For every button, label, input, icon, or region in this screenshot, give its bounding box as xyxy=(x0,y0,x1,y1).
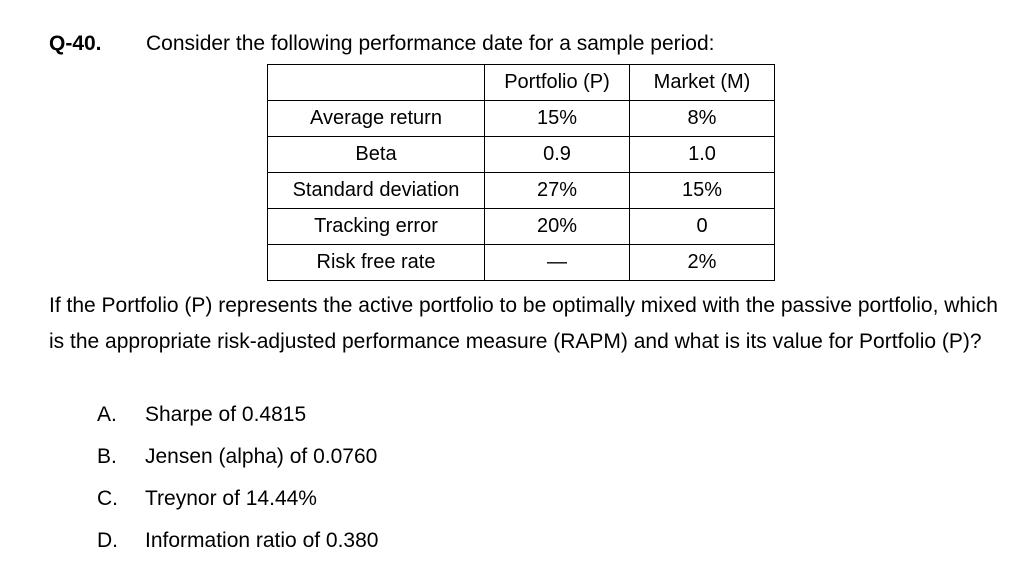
option-text: Information ratio of 0.380 xyxy=(145,529,379,552)
market-value: 2% xyxy=(629,244,775,281)
answer-option-c[interactable]: C. Treynor of 14.44% xyxy=(97,478,378,520)
table-header-blank xyxy=(267,64,485,101)
table-header-market: Market (M) xyxy=(629,64,775,101)
portfolio-value: 27% xyxy=(484,172,630,209)
table-header-portfolio: Portfolio (P) xyxy=(484,64,630,101)
row-label: Risk free rate xyxy=(267,244,485,281)
market-value: 15% xyxy=(629,172,775,209)
market-value: 0 xyxy=(629,208,775,245)
question-body: If the Portfolio (P) represents the acti… xyxy=(49,294,998,353)
option-text: Treynor of 14.44% xyxy=(145,487,317,510)
row-label: Standard deviation xyxy=(267,172,485,209)
table-row: Tracking error 20% 0 xyxy=(267,208,775,245)
row-label: Beta xyxy=(267,136,485,173)
table-row: Risk free rate — 2% xyxy=(267,244,775,281)
portfolio-value: — xyxy=(484,244,630,281)
portfolio-value: 20% xyxy=(484,208,630,245)
row-label: Tracking error xyxy=(267,208,485,245)
option-text: Jensen (alpha) of 0.0760 xyxy=(145,445,378,468)
option-letter: C. xyxy=(97,487,118,510)
question-stem: Consider the following performance date … xyxy=(146,32,715,55)
portfolio-value: 15% xyxy=(484,100,630,137)
table-row: Standard deviation 27% 15% xyxy=(267,172,775,209)
row-label: Average return xyxy=(267,100,485,137)
option-letter: D. xyxy=(97,529,118,552)
table-header-row: Portfolio (P) Market (M) xyxy=(267,64,775,101)
portfolio-value: 0.9 xyxy=(484,136,630,173)
answer-option-a[interactable]: A. Sharpe of 0.4815 xyxy=(97,394,378,436)
option-text: Sharpe of 0.4815 xyxy=(145,403,307,426)
table-row: Beta 0.9 1.0 xyxy=(267,136,775,173)
answer-option-b[interactable]: B. Jensen (alpha) of 0.0760 xyxy=(97,436,378,478)
market-value: 1.0 xyxy=(629,136,775,173)
option-letter: A. xyxy=(97,403,117,426)
performance-table: Portfolio (P) Market (M) Average return … xyxy=(267,64,775,281)
question-number: Q-40. xyxy=(49,32,102,55)
market-value: 8% xyxy=(629,100,775,137)
answer-option-d[interactable]: D. Information ratio of 0.380 xyxy=(97,520,378,562)
answer-options: A. Sharpe of 0.4815 B. Jensen (alpha) of… xyxy=(97,394,378,562)
table-row: Average return 15% 8% xyxy=(267,100,775,137)
option-letter: B. xyxy=(97,445,117,468)
